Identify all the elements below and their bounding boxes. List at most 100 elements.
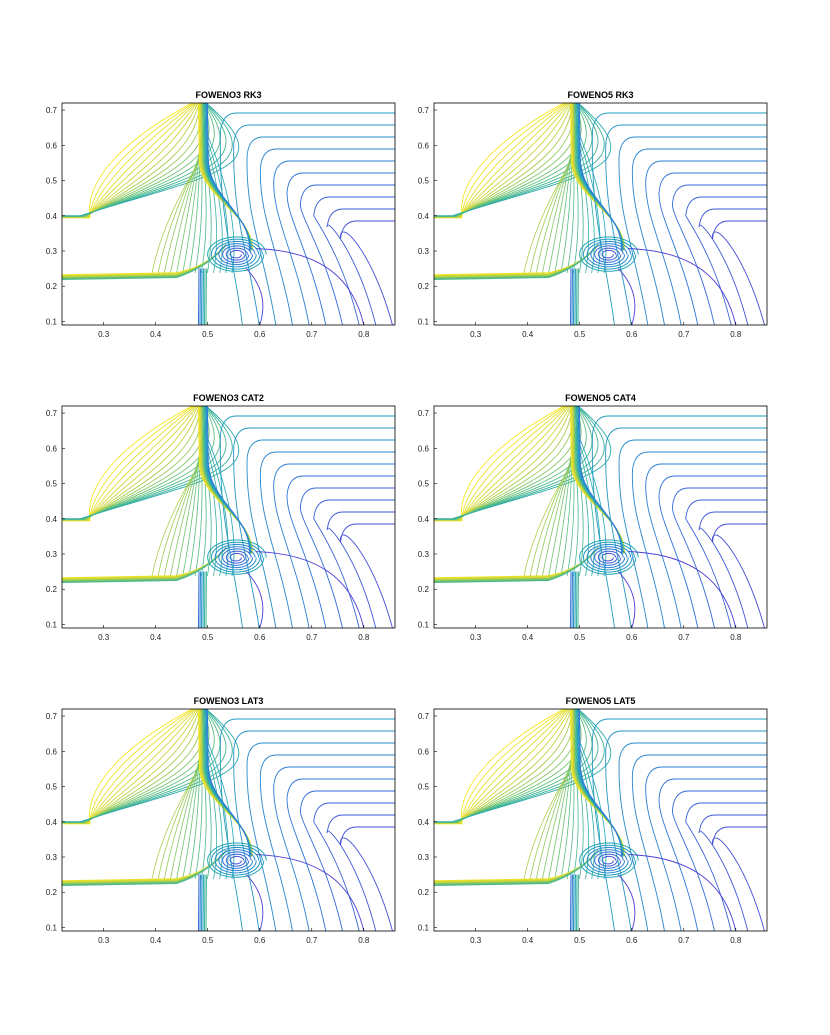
x-tick-label: 0.8	[730, 330, 742, 339]
contour-right	[246, 742, 395, 931]
contour-bow	[256, 248, 365, 325]
contour-bow	[245, 874, 264, 931]
y-tick-label: 0.3	[46, 247, 58, 256]
contour-fan	[182, 450, 201, 577]
y-tick-label: 0.1	[418, 923, 430, 932]
axes-box	[433, 405, 768, 629]
y-tick-label: 0.7	[46, 712, 58, 721]
contour-left	[434, 709, 612, 823]
y-tick-label: 0.4	[418, 212, 430, 221]
contour-right	[712, 826, 767, 931]
contour-left	[434, 709, 568, 824]
contour-right	[658, 172, 767, 325]
contour-vortex	[229, 249, 245, 259]
contour-right	[605, 124, 767, 325]
contour-jet	[575, 874, 578, 931]
contour-right	[233, 730, 395, 931]
y-tick-label: 0.1	[46, 620, 58, 629]
contour-jet	[574, 874, 576, 931]
contour-vortex	[594, 245, 624, 263]
contour-vortex	[601, 552, 617, 562]
contour-bow	[617, 268, 636, 325]
contour-fan	[573, 428, 601, 577]
x-tick-label: 0.3	[470, 936, 482, 945]
y-tick-label: 0.2	[418, 282, 430, 291]
contour-bow	[617, 874, 636, 931]
contour-left	[62, 709, 195, 825]
x-tick-label: 0.4	[522, 936, 534, 945]
y-tick-label: 0.5	[418, 783, 430, 792]
contour-jet	[571, 874, 573, 931]
contour-right	[246, 136, 395, 325]
contour-fan	[554, 753, 573, 880]
contour-fan	[157, 462, 200, 577]
contour-fan	[157, 159, 200, 274]
contour-fan	[157, 765, 200, 880]
x-tick-label: 0.3	[98, 330, 110, 339]
contour-jet	[197, 874, 200, 931]
contour-vortex	[586, 846, 632, 874]
contour-jet	[199, 268, 201, 325]
contour-fan	[573, 731, 601, 880]
contour-left	[62, 406, 195, 522]
contour-fan	[548, 150, 573, 274]
contour-fan	[201, 428, 229, 577]
x-tick-label: 0.3	[470, 633, 482, 642]
contour-right	[631, 148, 767, 325]
y-tick-label: 0.6	[46, 444, 58, 453]
contour-left	[434, 103, 566, 219]
contour-lines	[62, 103, 395, 325]
contour-vortex	[586, 543, 632, 571]
y-tick-label: 0.4	[46, 515, 58, 524]
contour-right	[313, 499, 395, 628]
y-tick-label: 0.3	[418, 247, 430, 256]
contour-vortex	[590, 849, 628, 872]
contour-right	[685, 802, 767, 931]
contour-right	[340, 523, 395, 628]
contour-vortex	[579, 842, 639, 878]
plot-area	[434, 709, 767, 931]
contour-fan	[176, 453, 201, 577]
y-tick-label: 0.2	[46, 585, 58, 594]
axes-box	[61, 405, 396, 629]
contour-left	[62, 103, 195, 219]
y-tick-label: 0.3	[46, 550, 58, 559]
contour-vortex	[594, 548, 624, 566]
x-tick-label: 0.6	[254, 633, 266, 642]
contour-fan	[535, 762, 572, 880]
contour-fan	[170, 759, 200, 880]
contour-vortex	[222, 851, 252, 869]
y-tick-label: 0.7	[418, 106, 430, 115]
plot-area	[62, 103, 395, 325]
contour-right	[219, 718, 395, 931]
panel-2: FOWENO5 RK3 0.3 0.4 0.5 0.6 0.7 0.8 0.1 0.2 0.3 0.…	[418, 90, 768, 339]
contour-fan	[529, 159, 572, 274]
contour-lines	[434, 709, 767, 931]
x-tick-label: 0.5	[574, 936, 586, 945]
x-tick-label: 0.8	[358, 633, 370, 642]
panel-title: FOWENO3 RK3	[195, 90, 261, 100]
x-tick-label: 0.5	[202, 936, 214, 945]
contour-jet	[202, 571, 204, 628]
contour-right	[300, 487, 395, 628]
y-tick-label: 0.5	[46, 783, 58, 792]
contour-left	[62, 709, 240, 823]
contour-fan	[554, 450, 573, 577]
y-tick-label: 0.4	[46, 212, 58, 221]
x-tick-label: 0.6	[626, 633, 638, 642]
x-tick-label: 0.5	[202, 330, 214, 339]
contour-right	[645, 463, 767, 628]
contour-vortex	[590, 546, 628, 569]
y-tick-label: 0.6	[418, 141, 430, 150]
x-tick-label: 0.7	[306, 633, 318, 642]
plot-area	[62, 406, 395, 628]
contour-jet	[577, 571, 579, 628]
x-tick-label: 0.7	[306, 936, 318, 945]
contour-left	[434, 103, 568, 218]
y-tick-label: 0.6	[46, 141, 58, 150]
contour-right	[645, 160, 767, 325]
contour-vortex	[579, 236, 639, 272]
x-tick-label: 0.4	[150, 633, 162, 642]
contour-fan	[548, 756, 573, 880]
contour-fan	[548, 453, 573, 577]
